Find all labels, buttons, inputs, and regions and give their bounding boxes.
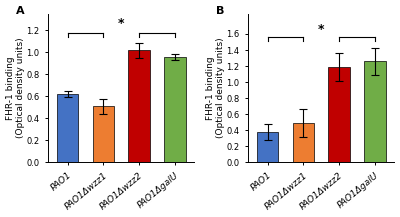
Y-axis label: FHR-1 binding
(Optical density units): FHR-1 binding (Optical density units) — [206, 38, 225, 138]
Bar — [57, 94, 78, 162]
Bar — [328, 67, 350, 162]
Y-axis label: FHR-1 binding
(Optical density units): FHR-1 binding (Optical density units) — [6, 38, 25, 138]
Bar — [128, 50, 150, 162]
Bar — [164, 57, 186, 162]
Bar — [292, 123, 314, 162]
Text: *: * — [318, 23, 324, 36]
Text: A: A — [16, 7, 24, 16]
Bar — [257, 132, 278, 162]
Text: B: B — [216, 7, 224, 16]
Text: *: * — [118, 17, 124, 30]
Bar — [92, 106, 114, 162]
Bar — [364, 61, 386, 162]
